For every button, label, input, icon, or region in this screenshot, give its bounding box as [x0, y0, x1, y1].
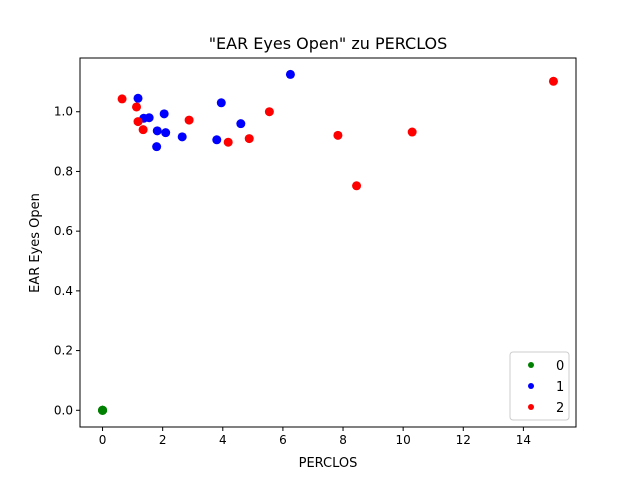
data-point-series-1-0 — [133, 93, 143, 103]
y-tick-label-2: 0.4 — [54, 284, 73, 298]
data-point-series-2-11 — [548, 76, 558, 86]
data-point-series-2-3 — [138, 125, 148, 135]
y-tick-label-1: 0.2 — [54, 344, 73, 358]
chart-title: "EAR Eyes Open" zu PERCLOS — [209, 34, 448, 53]
x-axis-label: PERCLOS — [299, 456, 358, 471]
y-tick-label-3: 0.6 — [54, 224, 73, 238]
data-point-series-1-4 — [152, 142, 162, 152]
data-point-series-1-11 — [285, 69, 295, 79]
data-point-series-2-1 — [132, 102, 142, 112]
y-tick-label-0: 0.0 — [54, 403, 73, 417]
legend-marker-1 — [528, 383, 534, 389]
x-tick-label-4: 8 — [339, 433, 347, 447]
points-layer — [98, 69, 558, 415]
data-point-series-1-8 — [212, 135, 222, 145]
x-tick-label-7: 14 — [516, 433, 531, 447]
legend-label-0: 0 — [556, 359, 564, 374]
x-tick-label-3: 6 — [279, 433, 287, 447]
y-tick-label-4: 0.8 — [54, 164, 73, 178]
y-axis-label: EAR Eyes Open — [28, 193, 43, 293]
data-point-series-1-6 — [161, 128, 171, 138]
y-axis-ticks: 0.0 0.2 0.4 0.6 0.8 1.0 — [54, 105, 80, 417]
data-point-series-2-2 — [133, 117, 143, 127]
x-tick-label-0: 0 — [99, 433, 107, 447]
data-point-series-2-5 — [223, 137, 233, 147]
x-tick-label-2: 4 — [219, 433, 227, 447]
data-point-series-1-10 — [236, 119, 246, 129]
data-point-series-2-9 — [352, 181, 362, 191]
data-point-series-0-3 — [98, 405, 108, 415]
data-point-series-2-6 — [244, 134, 254, 144]
data-point-series-2-10 — [407, 127, 417, 137]
data-point-series-2-0 — [117, 94, 127, 104]
x-axis-ticks: 0 2 4 6 8 10 12 14 — [99, 427, 531, 447]
legend: 0 1 2 — [509, 351, 570, 421]
legend-frame — [509, 351, 570, 421]
x-tick-label-5: 10 — [396, 433, 411, 447]
data-point-series-1-2 — [144, 113, 154, 123]
data-point-series-1-7 — [177, 132, 187, 142]
data-point-series-1-9 — [216, 98, 226, 108]
legend-marker-0 — [528, 362, 534, 368]
data-point-series-1-5 — [152, 126, 162, 136]
x-tick-label-6: 12 — [456, 433, 471, 447]
legend-label-2: 2 — [556, 401, 564, 416]
data-point-series-2-7 — [264, 107, 274, 117]
legend-label-1: 1 — [556, 380, 564, 395]
x-tick-label-1: 2 — [159, 433, 167, 447]
data-point-series-2-8 — [333, 130, 343, 140]
y-tick-label-5: 1.0 — [54, 105, 73, 119]
data-point-series-2-4 — [184, 115, 194, 125]
plot-frame — [79, 57, 577, 428]
data-point-series-1-3 — [159, 109, 169, 119]
legend-marker-2 — [528, 404, 534, 410]
